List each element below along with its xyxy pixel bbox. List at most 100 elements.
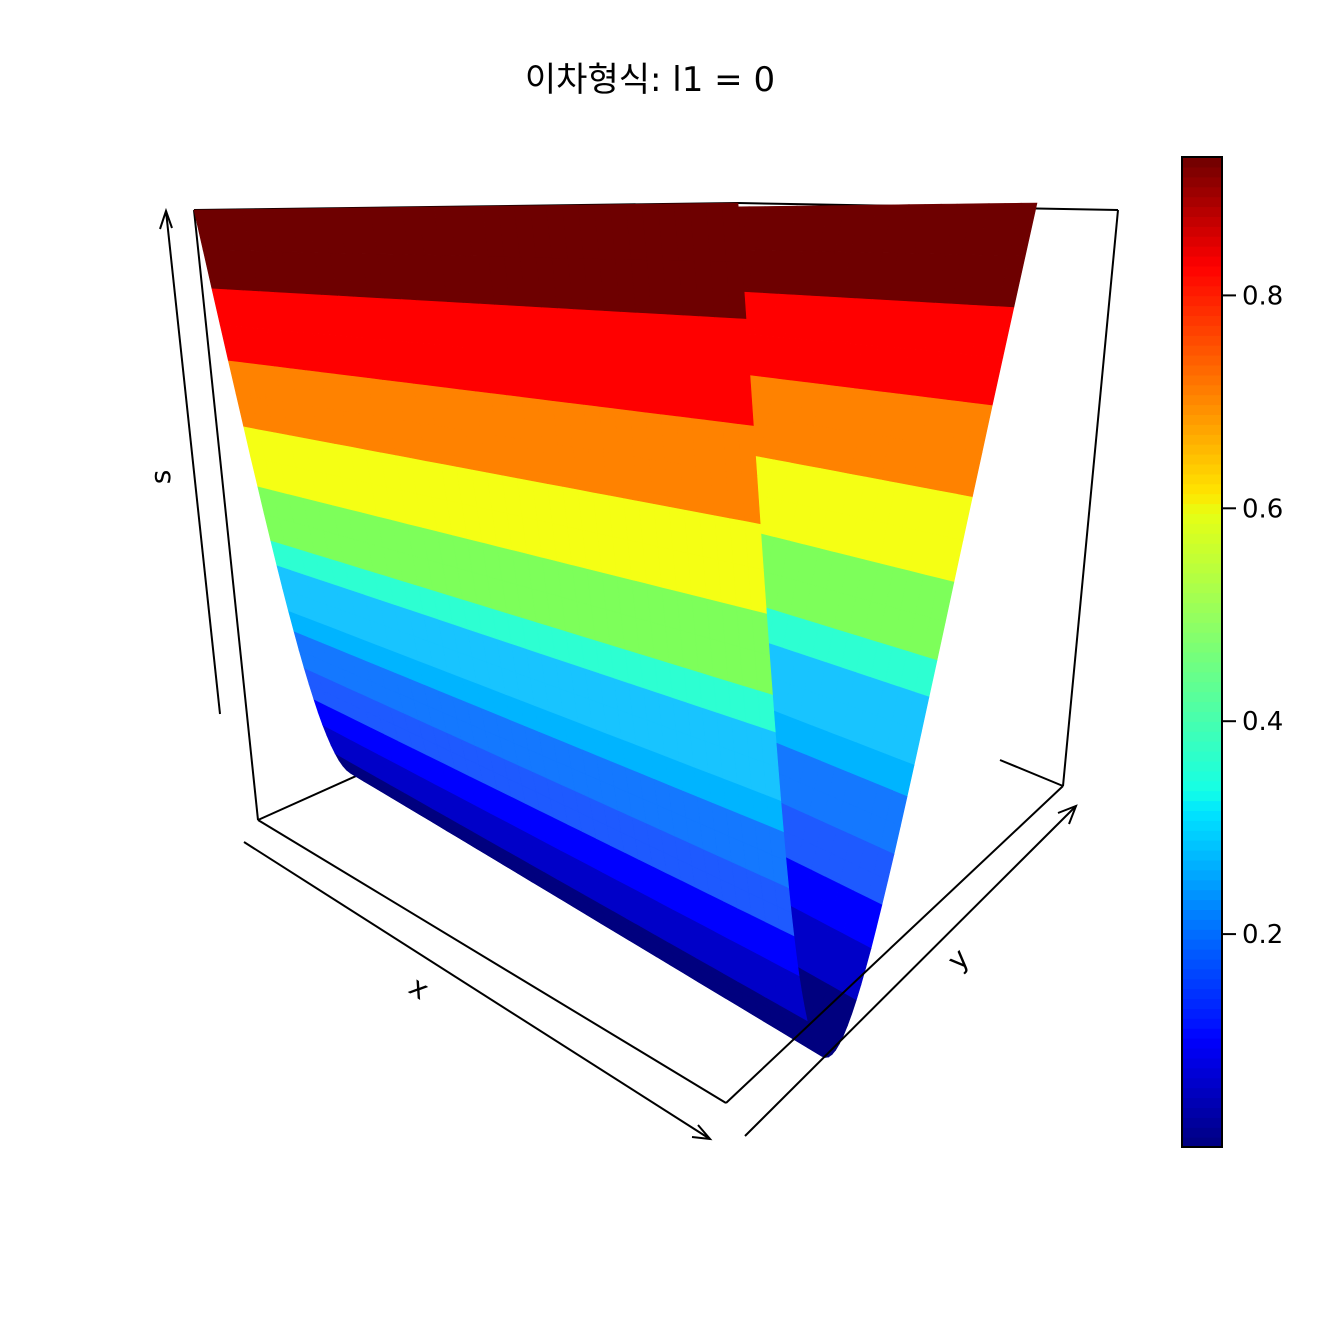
color-key-swatch	[1182, 800, 1222, 811]
z-axis-label: s	[144, 470, 177, 485]
color-key-swatch	[1182, 968, 1222, 980]
color-key-swatch	[1182, 790, 1222, 802]
color-key-swatch	[1182, 305, 1222, 316]
surface-facet	[721, 202, 743, 263]
color-key-tick-label: 0.8	[1242, 281, 1283, 311]
box-edge-right-vertical	[1062, 209, 1119, 787]
color-key-swatch	[1182, 840, 1222, 851]
color-key-swatch	[1182, 335, 1222, 346]
surface-facet	[751, 609, 770, 656]
color-key-swatch	[1182, 275, 1222, 287]
color-key-swatch	[1182, 1137, 1222, 1148]
color-key-swatch	[1182, 958, 1222, 970]
color-key-swatch	[1182, 751, 1222, 762]
color-key-swatch	[1182, 463, 1222, 475]
color-key-swatch	[1182, 1008, 1222, 1019]
color-key-swatch	[1182, 929, 1222, 940]
color-key-swatch	[1182, 721, 1222, 732]
color-key-swatch	[1182, 770, 1222, 782]
color-key-swatch	[1182, 652, 1222, 663]
color-key-swatch	[1182, 1107, 1222, 1118]
color-key-swatch	[1182, 582, 1222, 594]
axes	[159, 207, 1078, 1141]
color-key-swatch	[1182, 513, 1222, 524]
color-key-swatch	[1182, 355, 1222, 366]
color-key-swatch	[1182, 394, 1222, 406]
color-key-swatch	[1182, 157, 1222, 168]
surface-facet	[754, 650, 773, 695]
color-key-swatch	[1182, 642, 1222, 653]
color-key-swatch	[1182, 869, 1222, 881]
color-key-swatch	[1182, 483, 1222, 495]
box-edge-left-vertical	[193, 209, 259, 821]
surface-facet	[760, 726, 779, 768]
z-axis-arrowhead	[159, 207, 173, 230]
color-key-swatch	[1182, 1097, 1222, 1108]
color-key-swatch	[1182, 830, 1222, 841]
color-key-swatch	[1182, 1048, 1222, 1059]
x-axis-arrow	[243, 841, 711, 1140]
color-key-swatch	[1182, 404, 1222, 415]
box-edge-back-right	[999, 759, 1064, 787]
color-key-swatch	[1182, 454, 1222, 465]
y-axis-label: y	[941, 942, 976, 977]
color-key-swatch	[1182, 939, 1222, 950]
color-key-swatch	[1182, 265, 1222, 277]
color-key-swatch	[1182, 1038, 1222, 1049]
box-edge-front-y	[725, 785, 1064, 1104]
color-key-swatch	[1182, 998, 1222, 1009]
color-key-swatch	[1182, 295, 1222, 307]
color-key-swatch	[1182, 889, 1222, 901]
color-key-swatch	[1182, 681, 1222, 693]
color-key-swatch	[1182, 562, 1222, 574]
color-key-swatch	[1182, 879, 1222, 891]
surface-facet	[757, 689, 776, 733]
surface	[193, 202, 1038, 1058]
color-key-swatch	[1182, 1077, 1222, 1089]
color-key-swatch	[1182, 820, 1222, 831]
color-key-swatch	[1182, 246, 1222, 257]
color-key-swatch	[1182, 760, 1222, 772]
color-key-swatch	[1182, 899, 1222, 910]
color-key-swatch	[1182, 909, 1222, 920]
color-key-tick-label: 0.2	[1242, 920, 1283, 950]
color-key-swatch	[1182, 166, 1222, 178]
color-key-swatch	[1182, 731, 1222, 742]
color-key-swatch	[1182, 810, 1222, 821]
surface-facet	[763, 761, 782, 801]
x-axis-arrowhead	[691, 1124, 713, 1141]
color-key-swatch	[1182, 523, 1222, 534]
color-key-swatch	[1182, 364, 1222, 376]
y-axis-arrowhead	[1057, 804, 1078, 825]
color-key-swatch	[1182, 632, 1222, 643]
color-key-swatch	[1182, 850, 1222, 861]
color-key-swatch	[1182, 780, 1222, 792]
color-key-swatch	[1182, 374, 1222, 386]
color-key-swatch	[1182, 414, 1222, 425]
color-key-swatch	[1182, 1018, 1222, 1029]
color-key-swatch	[1182, 216, 1222, 227]
box-edge-front-x	[257, 819, 727, 1104]
color-key-swatch	[1182, 473, 1222, 485]
color-key-swatch	[1182, 919, 1222, 930]
box-front	[257, 785, 1064, 1104]
color-key-swatch	[1182, 859, 1222, 871]
color-key-swatch	[1182, 1127, 1222, 1138]
color-key-swatch	[1182, 256, 1222, 267]
color-key-swatch	[1182, 434, 1222, 445]
color-key-swatch	[1182, 503, 1222, 514]
color-key-swatch	[1182, 1028, 1222, 1039]
color-key-swatch	[1182, 236, 1222, 247]
color-key-swatch	[1182, 176, 1222, 188]
color-key-swatch	[1182, 543, 1222, 554]
color-key-swatch	[1182, 671, 1222, 683]
color-key-swatch	[1182, 444, 1222, 455]
color-key-swatch	[1182, 186, 1222, 198]
color-key-tick-label: 0.6	[1242, 494, 1283, 524]
color-key-swatch	[1182, 424, 1222, 435]
color-key-swatch	[1182, 701, 1222, 712]
color-key-swatch	[1182, 345, 1222, 356]
color-key-swatch	[1182, 493, 1222, 505]
color-key-swatch	[1182, 533, 1222, 544]
